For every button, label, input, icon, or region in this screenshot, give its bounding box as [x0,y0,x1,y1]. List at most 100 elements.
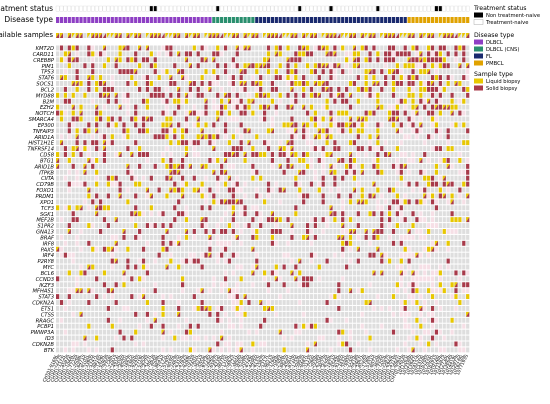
gene-cell [302,205,306,211]
gene-cell [321,163,325,169]
gene-cell [239,169,243,175]
liquid-mutation-mark [360,199,364,205]
gene-cell [372,57,376,63]
liquid-mutation-mark [376,140,380,146]
solid-mutation-mark [368,193,372,199]
gene-cell [67,75,71,80]
solid-biopsy-mark [102,33,107,38]
gene-cell [192,116,196,122]
gene-cell [395,45,399,51]
gene-cell [59,63,64,69]
available-sample-cell [239,33,243,38]
treatment-cell [282,5,286,12]
solid-mutation-mark [247,63,251,69]
liquid-mutation-mark [454,104,458,110]
gene-cell [67,217,71,223]
solid-mutation-mark [149,116,153,122]
disease-cell [188,17,192,23]
treatment-cell [118,5,122,12]
solid-mutation-mark [356,134,360,140]
solid-mutation-mark [56,163,60,169]
gene-cell [419,110,423,116]
gene-cell [266,193,271,199]
solid-mutation-mark [177,211,181,217]
disease-cell [239,17,243,23]
liquid-mutation-mark [298,81,302,86]
gene-cell [309,193,314,199]
solid-mutation-mark [450,211,454,217]
gene-cell [63,175,68,181]
gene-cell [302,163,306,169]
solid-mutation-mark [387,116,392,122]
treatment-cell [298,5,302,12]
gene-cell [75,175,79,181]
disease-cell [466,17,470,23]
gene-cell [161,140,165,146]
gene-cell [79,57,83,63]
solid-mutation-mark [161,110,165,116]
solid-mutation-mark [212,169,216,175]
gene-cell [56,116,60,122]
liquid-mutation-mark [184,98,189,104]
gene-cell [411,51,415,57]
gene-cell [255,116,259,122]
gene-cell [173,69,177,75]
gene-cell [294,45,298,51]
gene-cell [251,181,255,187]
gene-cell [227,205,232,211]
solid-mutation-mark [263,63,267,69]
liquid-mutation-mark [255,63,259,69]
gene-cell [305,157,310,163]
gene-cell [184,211,189,217]
gene-cell [71,63,75,69]
solid-mutation-mark [71,163,75,169]
gene-cell [91,175,95,181]
treatment-cell [133,5,138,12]
liquid-mutation-mark [290,69,294,75]
treatment-cell [395,5,400,12]
liquid-mutation-mark [63,75,68,80]
gene-cell [106,199,110,205]
gene-cell [391,205,396,211]
gene-cell [309,75,314,80]
solid-mutation-mark [387,187,392,193]
gene-cell [251,128,255,134]
gene-cell [384,211,388,217]
gene-cell [98,69,103,75]
gene-cell [130,134,134,140]
gene-cell [278,110,282,116]
gene-cell [368,205,372,211]
gene-cell [466,211,470,217]
solid-mutation-mark [329,211,333,217]
gene-cell [91,45,95,51]
gene-cell [134,86,138,92]
gene-cell [247,51,251,57]
treatment-cell [141,5,146,12]
gene-cell [387,181,392,187]
liquid-biopsy-mark [56,33,60,38]
treatment-cell [75,5,79,12]
gene-cell [442,223,446,228]
gene-cell [149,146,153,152]
gene-cell [153,128,157,134]
disease-cell [442,17,446,23]
solid-mutation-mark [231,152,235,157]
solid-mutation-mark [138,45,142,51]
gene-cell [141,63,146,69]
gene-cell [200,152,204,157]
treatment-cell [184,5,189,12]
gene-cell [79,51,83,57]
gene-cell [227,122,232,128]
disease-cell [255,17,259,23]
gene-cell [59,69,64,75]
gene-cell [384,128,388,134]
gene-cell [239,92,243,98]
gene-cell [173,86,177,92]
gene-cell [149,98,153,104]
solid-mutation-mark [309,86,314,92]
gene-cell [454,116,458,122]
gene-cell [134,199,138,205]
liquid-mutation-mark [87,75,91,80]
liquid-mutation-mark [321,116,325,122]
gene-cell [399,63,403,69]
